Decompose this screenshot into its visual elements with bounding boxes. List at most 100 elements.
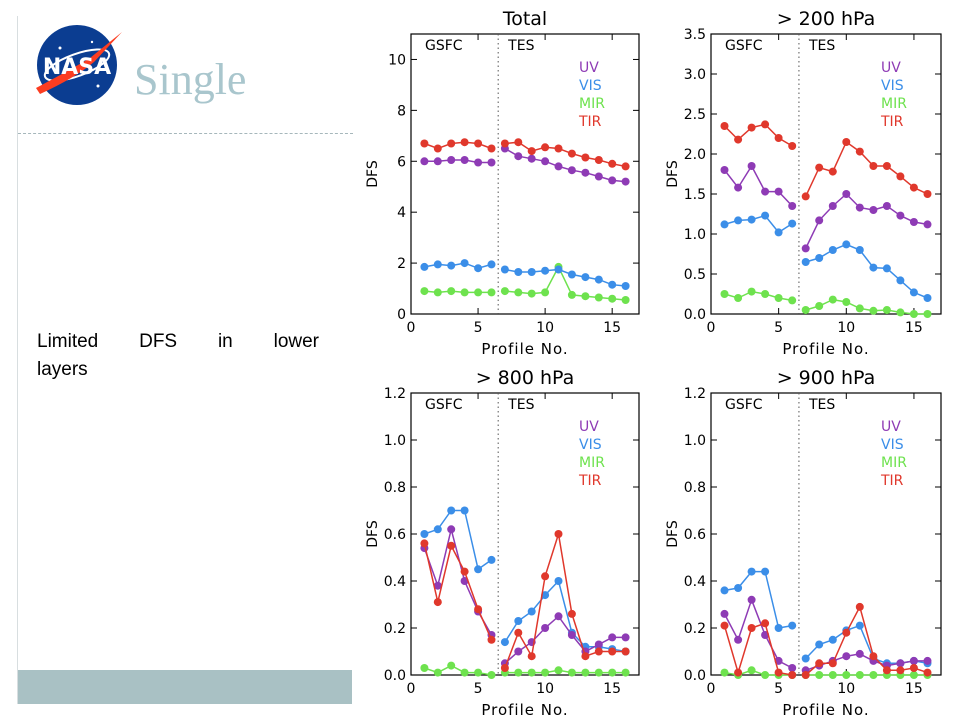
chart-4-series-vis-point — [761, 567, 770, 576]
chart-3-series-uv-line — [423, 529, 493, 636]
body-text: Limited DFS in lower layers — [37, 328, 319, 384]
chart-2-series-uv-point — [788, 202, 797, 210]
chart-4-series-tir-point — [882, 666, 891, 675]
chart-4-series-tir-point — [815, 659, 824, 668]
chart-1-series-uv-point — [554, 162, 563, 171]
chart-2-series-vis-line — [724, 214, 793, 234]
chart-4-series-uv-point — [923, 656, 932, 665]
chart-1-series-mir-point — [621, 296, 630, 304]
chart-1-series-tir-point — [514, 138, 523, 147]
chart-4-series-uv-point — [909, 656, 918, 665]
chart-2-legend-vis: VIS — [881, 78, 904, 94]
chart-1-y-tick-label: 0 — [397, 307, 406, 323]
chart-1-series-vis-point — [460, 259, 469, 268]
chart-3-series-mir-point — [447, 661, 456, 670]
chart-2-series-mir-point — [923, 310, 932, 318]
chart-1-series-mir-point — [608, 294, 617, 303]
chart-2-series-tir-point — [896, 172, 905, 181]
chart-2-series-tir-point — [747, 123, 756, 132]
chart-3-series-tir-point — [567, 609, 576, 618]
chart-4-series-tir-line — [723, 622, 793, 676]
chart-4-series-tir-point — [788, 671, 797, 679]
chart-2-series-vis-point — [882, 264, 891, 273]
chart-2-title: > 200 hPa — [777, 8, 876, 30]
chart-1-series-mir-point — [541, 288, 550, 297]
chart-1-series-uv-point — [621, 177, 630, 186]
chart-2-series-vis-point — [788, 219, 797, 228]
chart-3-series-vis-point — [554, 577, 563, 585]
chart-3-series-uv-line — [504, 615, 626, 664]
chart-4-series-vis-point — [747, 567, 756, 576]
chart-1-series-tir-point — [433, 144, 442, 153]
chart-1-series-vis-point — [433, 260, 442, 269]
chart-1-series-vis-point — [581, 273, 590, 282]
chart-1-series-tir-point — [527, 147, 536, 156]
chart-4-legend-uv: UV — [881, 419, 901, 435]
chart-2-series-uv-point — [882, 202, 891, 210]
chart-4-series-uv-line — [723, 597, 793, 669]
chart-1-series-uv-point — [608, 176, 617, 185]
chart-2-series-vis-point — [828, 246, 837, 254]
chart-1-series-tir-point — [581, 153, 590, 162]
chart-1-series-tir-point — [460, 138, 469, 147]
chart-4-y-tick-label: 0.2 — [684, 621, 706, 637]
chart-2-series-uv-point — [734, 183, 743, 192]
chart-1-series-tir-point — [447, 139, 456, 148]
chart-4-series-tir-point — [923, 668, 932, 677]
chart-3-series-tir-point — [433, 598, 442, 607]
chart-2-y-tick-label: 0.0 — [684, 307, 706, 323]
chart-1-legend-vis: VIS — [579, 78, 602, 94]
chart-1-series-uv-point — [541, 157, 550, 166]
chart-3-y-axis-label: DFS — [365, 520, 381, 548]
chart-3-y-tick-label: 0.2 — [384, 621, 406, 637]
chart-3-y-tick-label: 0.4 — [384, 574, 406, 590]
nasa-logo-icon: NASA — [30, 18, 128, 110]
chart-4-series-tir-point — [869, 652, 878, 661]
chart-3-series-vis-line — [504, 579, 626, 653]
chart-4-x-tick-label: 0 — [707, 681, 716, 697]
chart-2-series-mir-point — [774, 294, 783, 302]
chart-4-series-vis-point — [788, 621, 797, 630]
chart-1-series-mir-line — [504, 265, 626, 301]
chart-2-series-vis-point — [896, 276, 905, 285]
chart-3-series-tir-line — [423, 543, 493, 641]
chart-3-title: > 800 hPa — [476, 367, 575, 389]
chart-3-series-uv-point — [594, 640, 603, 649]
chart-1-series-uv-point — [514, 152, 523, 161]
chart-2-series-vis-point — [801, 258, 810, 266]
chart-4-y-axis-label: DFS — [665, 520, 681, 548]
chart-3-series-mir-point — [554, 666, 563, 675]
chart-3-series-tir-point — [487, 635, 496, 644]
chart-1-series-tir-point — [474, 139, 483, 148]
chart-2-series-mir-point — [788, 296, 797, 305]
chart-4-series-uv-point — [720, 609, 729, 618]
chart-3-series-mir-line — [504, 669, 626, 674]
chart-3-series-mir-point — [608, 668, 617, 677]
chart-2-series-tir-point — [882, 162, 891, 170]
chart-4-y-tick-label: 0.8 — [684, 480, 706, 496]
chart-2-y-tick-label: 1.5 — [684, 187, 706, 203]
chart-1-series-vis-point — [487, 260, 496, 269]
chart-1-series-uv-point — [594, 172, 603, 181]
chart-1-series-vis-line — [504, 268, 626, 287]
chart-3-series-uv-point — [541, 624, 550, 632]
chart-1-y-tick-label: 8 — [397, 103, 406, 119]
chart-1-y-tick-label: 2 — [397, 256, 406, 272]
chart-3-x-axis-label: Profile No. — [481, 701, 568, 719]
chart-4-plot-frame — [710, 392, 942, 676]
chart-1-series-mir-point — [433, 288, 442, 297]
chart-4-series-uv-point — [747, 595, 756, 604]
chart-4-series-tir-point — [747, 624, 756, 632]
chart-4-series-uv-point — [734, 635, 743, 644]
chart-2-series-mir-point — [855, 304, 864, 313]
chart-2-series-tir-point — [855, 147, 864, 156]
chart-1-series-vis-point — [541, 266, 550, 275]
chart-2-y-tick-label: 2.0 — [684, 147, 706, 163]
chart-3-series-uv-point — [567, 631, 576, 639]
chart-2-series-tir-point — [788, 142, 797, 150]
chart-3-y-tick-label: 1.2 — [384, 386, 406, 402]
chart-2-series-tir-point — [869, 162, 878, 170]
chart-3-plot-frame — [410, 392, 640, 676]
chart-4-series-uv-point — [842, 652, 851, 661]
chart-1-series-vis-point — [474, 264, 483, 273]
